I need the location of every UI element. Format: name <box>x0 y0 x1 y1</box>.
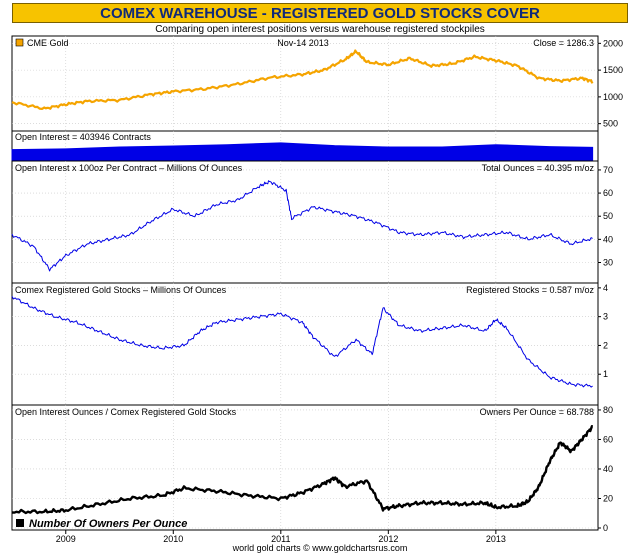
x-tick-label: 2012 <box>378 534 398 544</box>
x-tick-label: 2013 <box>486 534 506 544</box>
owners-per-ounce-line <box>11 425 594 515</box>
y-tick-label: 20 <box>603 493 613 503</box>
x-tick-label: 2011 <box>271 534 290 544</box>
registered-stocks-line <box>11 296 593 388</box>
owners-per-ounce-readout: Owners Per Ounce = 68.788 <box>480 407 594 417</box>
y-tick-label: 1 <box>603 369 608 379</box>
owners-legend-swatch <box>16 519 24 527</box>
y-tick-label: 40 <box>603 464 613 474</box>
chart-title: COMEX WAREHOUSE - REGISTERED GOLD STOCKS… <box>12 3 628 23</box>
chart-footer: world gold charts © www.goldchartsrus.co… <box>232 543 408 553</box>
gold-legend-swatch <box>15 38 24 47</box>
y-tick-label: 30 <box>603 257 613 267</box>
y-tick-label: 70 <box>603 165 613 175</box>
y-tick-label: 60 <box>603 434 613 444</box>
total-ounces-readout: Total Ounces = 40.395 m/oz <box>482 163 595 173</box>
x-tick-label: 2009 <box>56 534 76 544</box>
y-tick-label: 1000 <box>603 92 623 102</box>
registered-stocks-readout: Registered Stocks = 0.587 m/oz <box>466 285 594 295</box>
y-tick-label: 2 <box>603 340 608 350</box>
y-tick-label: 0 <box>603 523 608 533</box>
cme-gold-line <box>11 49 594 111</box>
y-tick-label: 60 <box>603 188 613 198</box>
y-tick-label: 500 <box>603 119 618 129</box>
date-readout: Nov-14 2013 <box>277 38 329 48</box>
open-interest-label: Open Interest = 403946 Contracts <box>15 132 151 142</box>
owners-per-ounce-label: Open Interest Ounces / Comex Registered … <box>15 407 237 417</box>
y-tick-label: 80 <box>603 405 613 415</box>
total-ounces-label: Open Interest x 100oz Per Contract – Mil… <box>15 163 243 173</box>
y-tick-label: 50 <box>603 211 613 221</box>
y-tick-label: 3 <box>603 312 608 322</box>
total-ounces-line <box>11 180 593 272</box>
y-tick-label: 4 <box>603 283 608 293</box>
y-tick-label: 40 <box>603 234 613 244</box>
open-interest-area <box>11 142 594 161</box>
y-tick-label: 2000 <box>603 38 623 48</box>
gold-legend-label: CME Gold <box>27 38 69 48</box>
x-tick-label: 2010 <box>163 534 183 544</box>
registered-stocks-label: Comex Registered Gold Stocks – Millions … <box>15 285 227 295</box>
y-tick-label: 1500 <box>603 65 623 75</box>
owners-legend-label: Number Of Owners Per Ounce <box>29 518 187 530</box>
chart-subtitle: Comparing open interest positions versus… <box>155 24 485 35</box>
close-readout: Close = 1286.3 <box>533 38 594 48</box>
